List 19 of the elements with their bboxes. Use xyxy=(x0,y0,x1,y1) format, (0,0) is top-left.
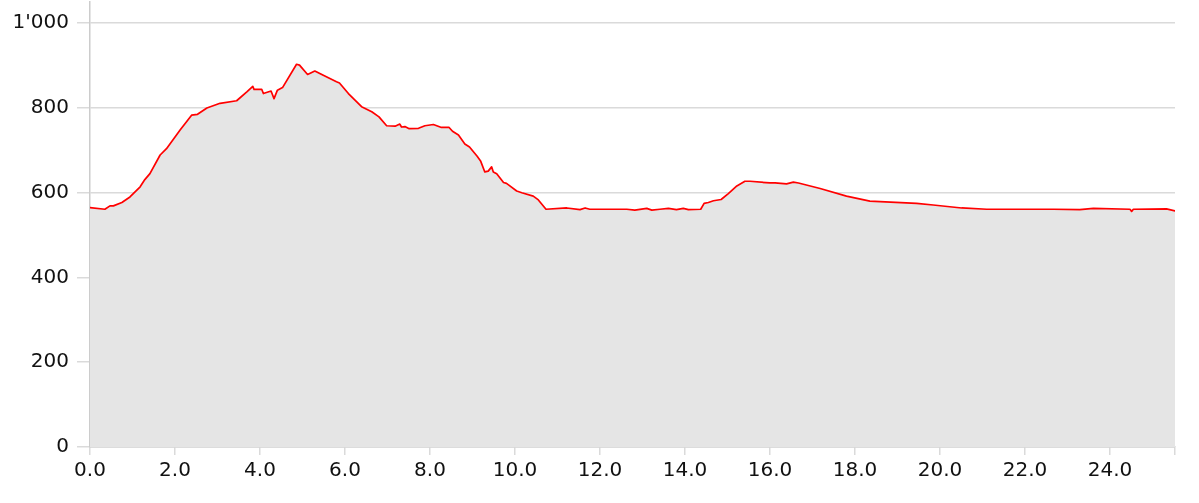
y-tick-label: 1'000 xyxy=(12,9,69,34)
x-tick-label: 18.0 xyxy=(832,457,878,482)
x-tick-label: 6.0 xyxy=(329,457,361,482)
y-tick-label: 0 xyxy=(56,433,69,458)
x-tick-label: 16.0 xyxy=(747,457,793,482)
x-tick-label: 4.0 xyxy=(244,457,276,482)
y-tick-label: 400 xyxy=(30,263,69,288)
x-tick-label: 20.0 xyxy=(917,457,963,482)
x-tick-label: 24.0 xyxy=(1087,457,1133,482)
x-tick-label: 22.0 xyxy=(1002,457,1048,482)
x-tick-label: 8.0 xyxy=(414,457,446,482)
x-tick-label: 2.0 xyxy=(159,457,191,482)
y-tick-label: 200 xyxy=(30,348,69,373)
y-tick-label: 800 xyxy=(30,94,69,119)
x-tick-label: 0.0 xyxy=(74,457,106,482)
y-tick-label: 600 xyxy=(30,178,69,203)
x-tick-label: 12.0 xyxy=(577,457,623,482)
x-tick-label: 14.0 xyxy=(662,457,708,482)
x-tick-label: 10.0 xyxy=(492,457,538,482)
